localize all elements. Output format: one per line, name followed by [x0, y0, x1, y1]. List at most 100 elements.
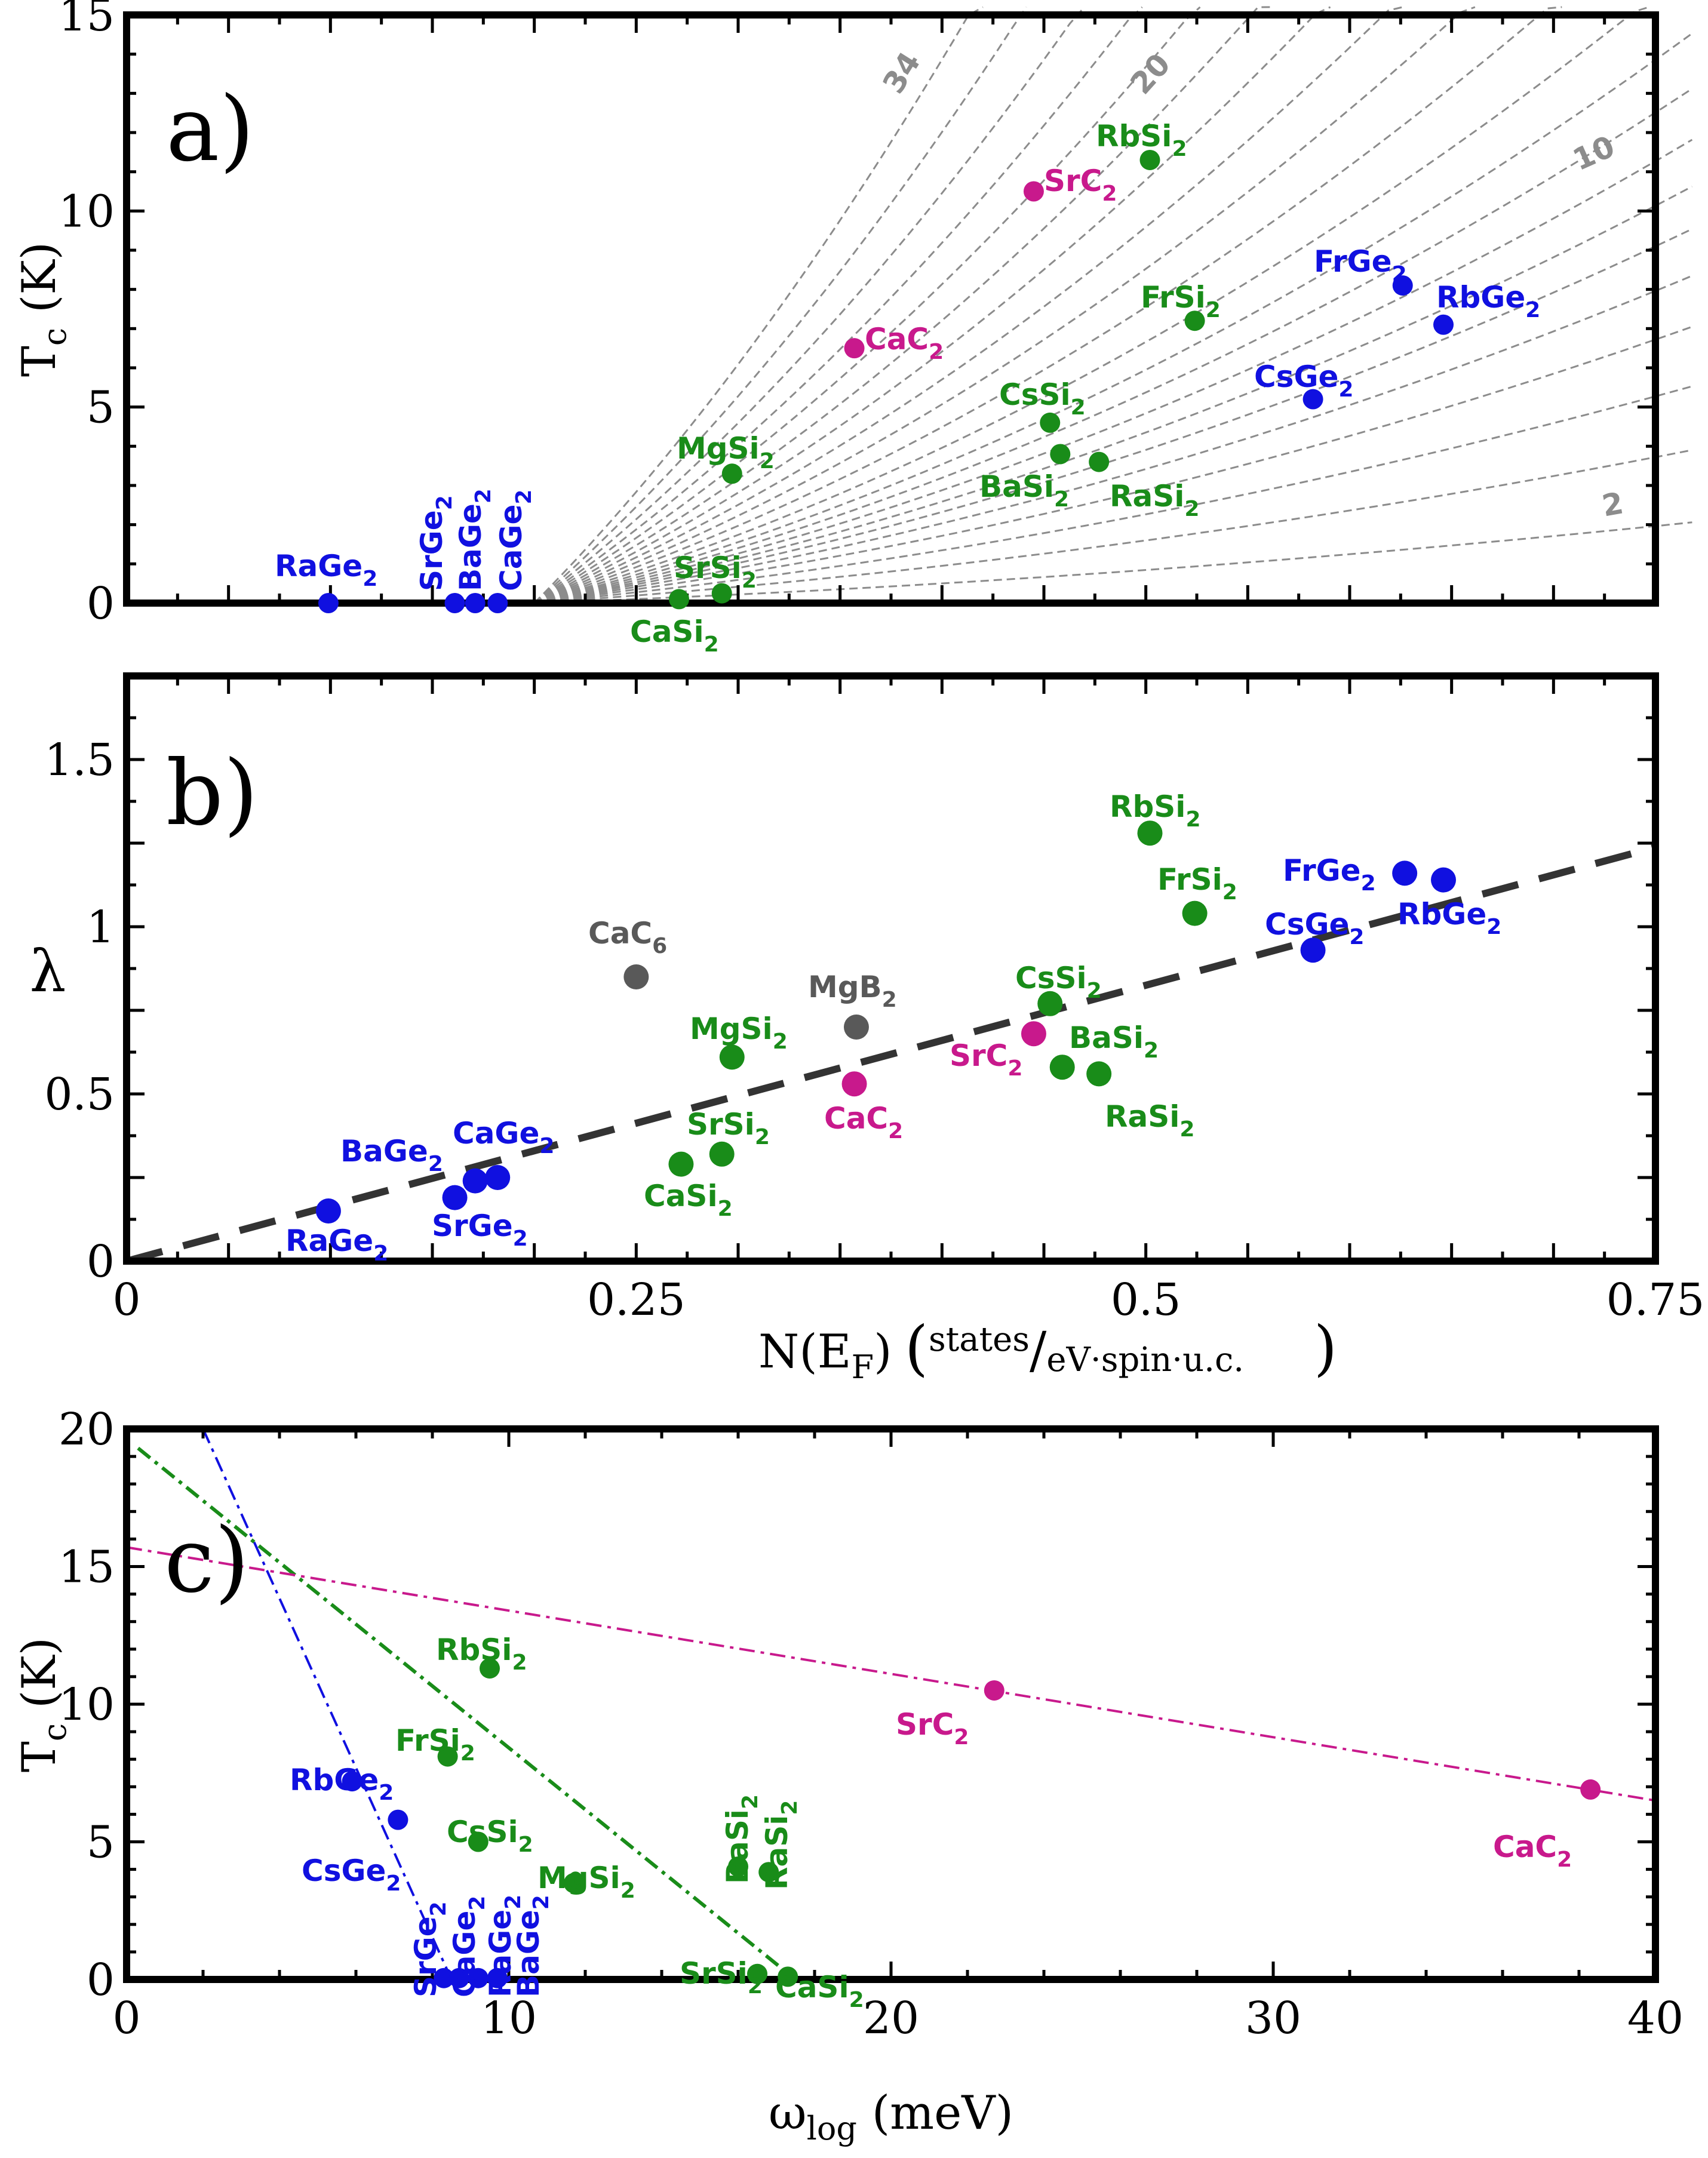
label-b-CaGe2: CaGe2 — [453, 1116, 554, 1158]
panel-a-point-FrSi2 — [1184, 311, 1205, 331]
contour-line-8 — [534, 88, 1693, 604]
panel-c-x-tick-label: 20 — [863, 1993, 919, 2044]
panel-c-x-axis-label: ωlog (meV) — [769, 2086, 1013, 2147]
contour-line-6 — [534, 185, 1693, 604]
contour-label-34: 34 — [876, 46, 927, 100]
panel-a-points — [318, 149, 1454, 613]
panel-c-x-tick-labels: 0 10 20 30 40 — [112, 1993, 1684, 2044]
label-b-RaSi2: RaSi2 — [1105, 1099, 1194, 1142]
panel-b: 0 0.5 1 1.5 0 0.25 0.5 0.75 b) λ N(EF) ( state… — [30, 672, 1705, 1386]
contour-line-15 — [533, 6, 1273, 604]
label-c-CsSi2: CsSi2 — [447, 1815, 533, 1857]
panel-b-point-RaGe2 — [315, 1198, 341, 1224]
contour-line-20 — [533, 6, 984, 604]
panel-b-x-tick-label: 0 — [112, 1274, 140, 1326]
panel-c-trend-lines — [126, 1428, 1656, 1981]
panel-b-point-labels: RaGe2 SrGe2 BaGe2 CaGe2 CaC6 CaSi2 SrSi2… — [285, 789, 1501, 1266]
panel-c-point-MgSi2 — [563, 1873, 584, 1893]
panel-b-ticks — [125, 674, 1657, 1263]
panel-a-point-FrGe2 — [1392, 275, 1413, 296]
panel-a-point-CsSi2 — [1040, 412, 1061, 433]
label-c-CaC2: CaC2 — [1493, 1830, 1572, 1872]
panel-a-point-BaGe2 — [465, 593, 486, 613]
label-b-FrGe2: FrGe2 — [1283, 853, 1376, 896]
contour-line-14 — [534, 6, 1331, 604]
panel-c-y-axis-label: Tc (K) — [13, 1637, 73, 1772]
panel-b-label: b) — [166, 742, 259, 846]
panel-b-point-CsSi2 — [1037, 991, 1063, 1016]
panel-b-points — [315, 820, 1457, 1224]
panel-a-point-CsGe2 — [1302, 389, 1323, 410]
label-a-CaSi2: CaSi2 — [630, 614, 719, 657]
panel-b-point-CsGe2 — [1300, 937, 1326, 963]
panel-b-x-axis-label: N(EF) — [758, 1325, 892, 1386]
panel-b-point-CaGe2 — [485, 1165, 511, 1190]
panel-c-point-labels: RbGe2 CsGe2 SrGe2 CaGe2 RaGe2 BaGe2 FrSi… — [290, 1633, 1572, 2012]
panel-c-x-tick-label: 0 — [112, 1993, 140, 2044]
panel-c-x-tick-label: 10 — [481, 1993, 537, 2044]
panel-c-point-RaGe2 — [468, 1968, 489, 1988]
label-a-CaGe2: CaGe2 — [494, 490, 536, 591]
panel-b-point-SrSi2 — [709, 1141, 735, 1167]
contour-label-20: 20 — [1124, 47, 1178, 102]
panel-a-point-RbGe2 — [1433, 314, 1454, 335]
panel-b-y-tick-labels: 0 0.5 1 1.5 — [44, 734, 115, 1287]
contour-line-1 — [534, 449, 1692, 604]
panel-b-x-tick-label: 0.5 — [1111, 1274, 1181, 1326]
contour-line-9 — [534, 32, 1693, 604]
panel-b-point-FrSi2 — [1182, 900, 1208, 926]
contour-line-19 — [533, 7, 1027, 604]
label-b-CsSi2: CsSi2 — [1015, 961, 1102, 1003]
label-c-RbSi2: RbSi2 — [436, 1633, 527, 1675]
panel-b-x-axis-unit: states/eV·spin·u.c. — [929, 1320, 1244, 1379]
panel-c-point-FrSi2 — [437, 1746, 458, 1767]
panel-b-fit-line — [125, 844, 1657, 1265]
label-a-SrSi2: SrSi2 — [674, 551, 757, 593]
label-b-MgB2: MgB2 — [808, 970, 897, 1012]
contour-line-5 — [534, 228, 1693, 604]
label-a-SrGe2: SrGe2 — [414, 495, 457, 591]
panel-a: 0 5 10 15 a) Tc (K) 34 20 10 2 RaGe2 SrGe2 … — [13, 0, 1693, 657]
label-a-FrSi2: FrSi2 — [1141, 280, 1221, 322]
label-a-RbGe2: RbGe2 — [1436, 280, 1540, 322]
contour-label-2: 2 — [1599, 485, 1626, 523]
label-a-CsSi2: CsSi2 — [999, 377, 1086, 420]
label-b-CaC2: CaC2 — [824, 1101, 903, 1143]
contour-line-2 — [534, 385, 1692, 604]
panel-c-point-CsSi2 — [468, 1831, 489, 1852]
label-b-MgSi2: MgSi2 — [690, 1012, 788, 1054]
label-b-CaC6: CaC6 — [588, 916, 667, 958]
panel-b-point-BaSi2 — [1049, 1055, 1075, 1080]
panel-a-point-labels: RaGe2 SrGe2 BaGe2 CaGe2 CaSi2 SrSi2 MgSi… — [275, 119, 1540, 657]
label-c-RaGe2: RaGe2 — [483, 1895, 526, 1997]
label-a-CaC2: CaC2 — [865, 322, 944, 364]
panel-b-point-CaC6 — [623, 964, 649, 989]
panel-c-point-CaGe2 — [448, 1968, 469, 1988]
panel-c-label: c) — [164, 1509, 250, 1613]
panel-a-y-tick-label: 0 — [87, 578, 115, 629]
contour-line-10 — [534, 6, 1649, 604]
panel-c-ticks — [125, 1427, 1657, 1981]
label-b-SrGe2: SrGe2 — [432, 1209, 528, 1251]
panel-b-point-SrC2 — [1021, 1021, 1046, 1047]
panel-b-point-FrGe2 — [1392, 860, 1418, 886]
panel-c-point-SrSi2 — [747, 1963, 767, 1984]
panel-a-label: a) — [166, 78, 254, 182]
panel-b-x-tick-label: 0.75 — [1606, 1274, 1705, 1326]
label-a-BaGe2: BaGe2 — [453, 488, 496, 591]
label-c-BaGe2: BaGe2 — [511, 1895, 554, 1997]
label-b-CsGe2: CsGe2 — [1265, 907, 1364, 949]
label-a-RaGe2: RaGe2 — [275, 549, 377, 591]
panel-c-point-RbSi2 — [480, 1658, 500, 1679]
label-a-RbSi2: RbSi2 — [1096, 119, 1187, 161]
label-a-MgSi2: MgSi2 — [677, 431, 775, 474]
panel-c-point-CsGe2 — [388, 1809, 408, 1830]
panel-c-point-CaC2 — [1580, 1779, 1601, 1800]
panel-c-y-tick-label: 10 — [59, 1679, 115, 1730]
panel-a-point-RaGe2 — [318, 593, 339, 613]
contour-line-7 — [534, 139, 1693, 604]
label-b-BaSi2: BaSi2 — [1069, 1020, 1159, 1063]
panel-b-x-axis-paren-open: ( — [905, 1313, 928, 1383]
